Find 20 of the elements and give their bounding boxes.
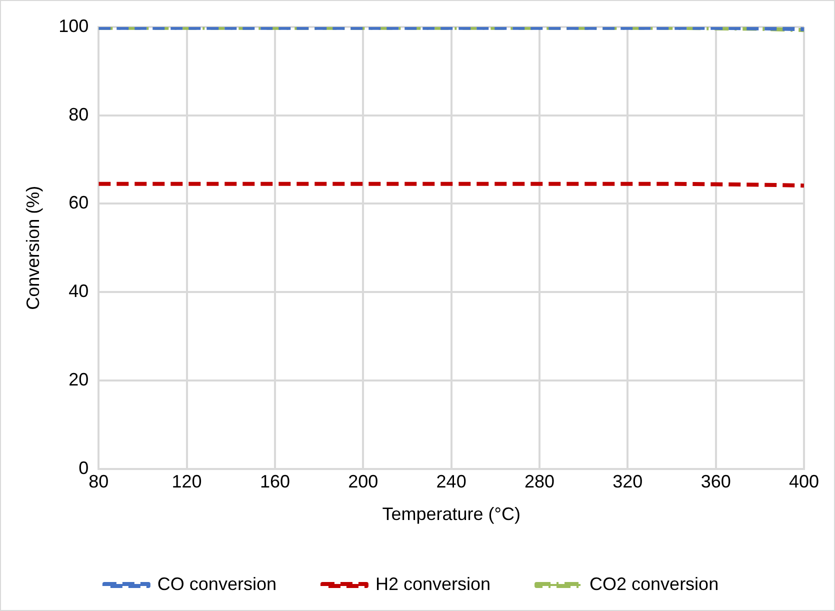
x-tick-label: 360 (700, 472, 731, 492)
x-tick-label: 320 (612, 472, 643, 492)
legend-label: H2 conversion (375, 574, 491, 594)
y-tick-label: 100 (58, 16, 89, 36)
y-tick-label: 40 (68, 281, 89, 302)
x-tick-label: 80 (88, 472, 109, 492)
x-tick-label: 240 (436, 472, 466, 492)
y-tick-label: 0 (78, 458, 89, 478)
x-tick-label: 400 (788, 472, 820, 492)
y-tick-label: 80 (68, 104, 89, 124)
x-tick-label: 160 (260, 472, 290, 492)
x-tick-label: 200 (348, 472, 378, 492)
x-axis-title: Temperature (°C) (382, 504, 520, 524)
y-axis-title: Conversion (%) (22, 186, 43, 310)
y-tick-label: 20 (68, 369, 89, 390)
x-tick-label: 280 (524, 472, 555, 492)
y-tick-label: 60 (68, 192, 89, 213)
legend-label: CO conversion (157, 574, 276, 594)
legend-label: CO2 conversion (590, 574, 719, 594)
x-tick-label: 120 (172, 472, 202, 492)
